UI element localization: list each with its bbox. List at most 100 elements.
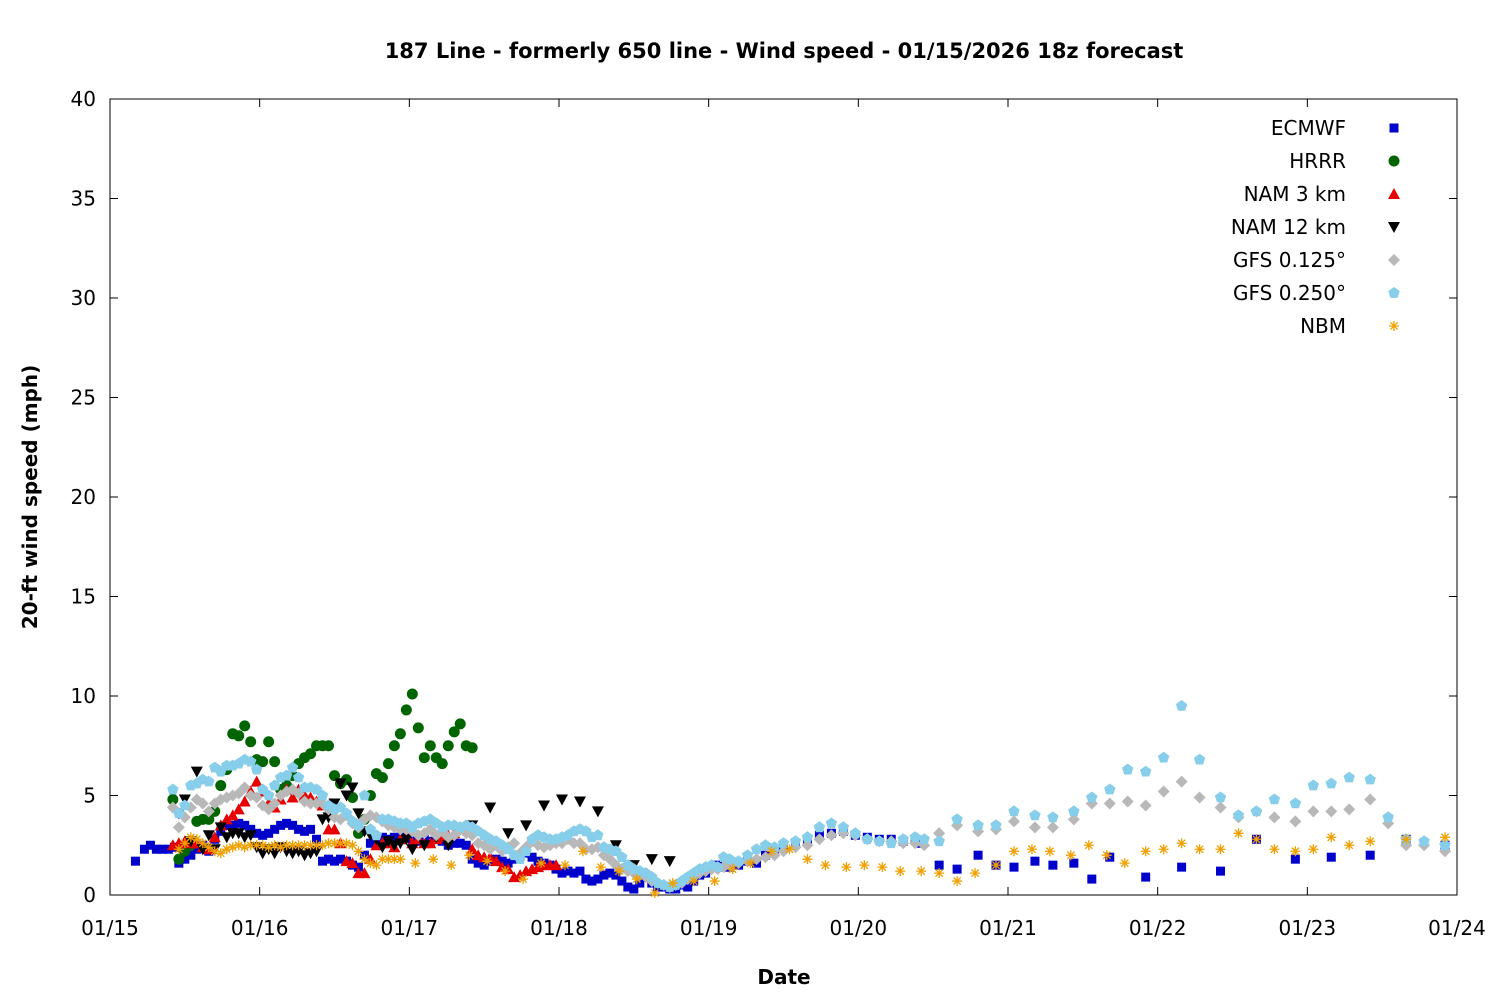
data-point-hrrr [215,780,227,792]
data-point-gfs-0-250 [1214,791,1227,803]
data-point-nbm [934,868,945,879]
data-point-ecmwf [294,824,304,834]
data-point-ecmwf [335,854,345,864]
data-point-ecmwf [461,840,471,850]
data-point-ecmwf [151,844,161,854]
data-point-ecmwf [365,838,375,848]
data-point-nam-12-km [591,806,604,818]
data-point-ecmwf [473,858,483,868]
data-point-ecmwf [1177,862,1187,872]
data-point-nbm [464,850,475,861]
data-point-nam-12-km [645,854,658,866]
data-point-gfs-0-125 [1343,803,1356,816]
data-point-gfs-0-250 [502,843,514,855]
data-point-ecmwf [455,838,465,848]
data-point-ecmwf [318,856,328,866]
data-point-hrrr [245,736,257,748]
data-point-gfs-0-250 [741,849,754,861]
data-point-hrrr [239,720,251,732]
legend-marker [1389,321,1399,331]
data-point-gfs-0-125 [1193,791,1206,804]
legend-label: ECMWF [1271,116,1346,140]
x-tick-label: 01/23 [1279,916,1337,940]
data-point-nbm [991,860,1002,871]
data-point-nbm [1308,844,1319,855]
data-point-nbm [305,840,316,851]
data-point-gfs-0-125 [801,839,814,852]
data-point-nbm [482,856,493,867]
series-hrrr [167,688,478,865]
data-point-nbm [1440,832,1451,843]
data-point-hrrr [382,758,394,770]
data-point-gfs-0-250 [1068,805,1080,817]
data-point-nam-3-km [226,809,239,821]
data-point-gfs-0-125 [1067,813,1080,826]
data-point-gfs-0-125 [1121,795,1134,808]
data-point-gfs-0-250 [1289,797,1302,809]
data-point-gfs-0-250 [990,819,1002,831]
data-point-gfs-0-125 [202,805,215,818]
data-point-gfs-0-250 [825,817,838,829]
data-point-nam-3-km [220,813,233,825]
y-tick-label: 30 [71,286,96,310]
data-point-nbm [179,838,190,849]
data-point-nbm [353,846,364,857]
data-point-nbm [1140,846,1151,857]
data-point-nbm [377,854,388,865]
data-point-nam-12-km [346,782,359,794]
data-point-nbm [383,854,394,865]
data-point-gfs-0-125 [1268,811,1281,824]
data-point-hrrr [233,730,245,742]
data-point-gfs-0-250 [1140,765,1152,777]
data-point-ecmwf [288,820,298,830]
data-point-hrrr [406,688,418,700]
data-point-gfs-0-125 [1157,785,1170,798]
data-point-nbm [428,854,439,865]
data-point-nam-12-km [190,766,203,778]
data-point-ecmwf [629,884,639,894]
data-point-nbm [536,858,547,869]
data-point-nbm [952,876,963,887]
data-point-gfs-0-250 [1157,751,1170,763]
data-point-nam-12-km [214,822,227,834]
data-point-nam-12-km [573,796,586,808]
data-point-nbm [275,842,286,853]
data-point-hrrr [442,740,454,752]
data-point-nbm [395,854,406,865]
legend-label: NAM 3 km [1244,182,1346,206]
data-point-nbm [667,878,678,889]
data-point-ecmwf [683,882,693,892]
data-point-hrrr [424,740,436,752]
data-point-nbm [215,848,226,859]
legend-label: NBM [1300,314,1346,338]
data-point-nbm [221,844,232,855]
data-point-nbm [251,840,262,851]
data-point-ecmwf [467,854,477,864]
data-point-gfs-0-250 [292,771,305,783]
data-point-nam-12-km [520,820,533,832]
data-point-nbm [595,862,606,873]
data-point-nbm [1401,834,1412,845]
data-point-gfs-0-250 [179,799,191,811]
data-point-nbm [269,840,280,851]
y-tick-label: 40 [71,87,96,111]
data-point-ecmwf [635,878,645,888]
data-point-gfs-0-250 [1047,811,1059,823]
data-point-gfs-0-125 [825,829,838,842]
data-point-nbm [709,876,720,887]
x-tick-label: 01/19 [680,916,738,940]
data-point-gfs-0-125 [750,853,763,866]
data-point-gfs-0-125 [268,797,281,810]
legend-label: GFS 0.125° [1233,248,1346,272]
data-point-gfs-0-250 [1382,811,1394,823]
data-point-nbm [877,862,888,873]
data-point-gfs-0-250 [873,835,885,847]
data-point-gfs-0-125 [1046,821,1059,834]
data-point-ecmwf [312,834,322,844]
data-point-ecmwf [270,824,280,834]
data-point-ecmwf [1326,852,1336,862]
data-point-nbm [1101,850,1112,861]
x-tick-label: 01/24 [1428,916,1486,940]
data-point-nbm [1008,846,1019,857]
data-point-nbm [410,858,421,869]
